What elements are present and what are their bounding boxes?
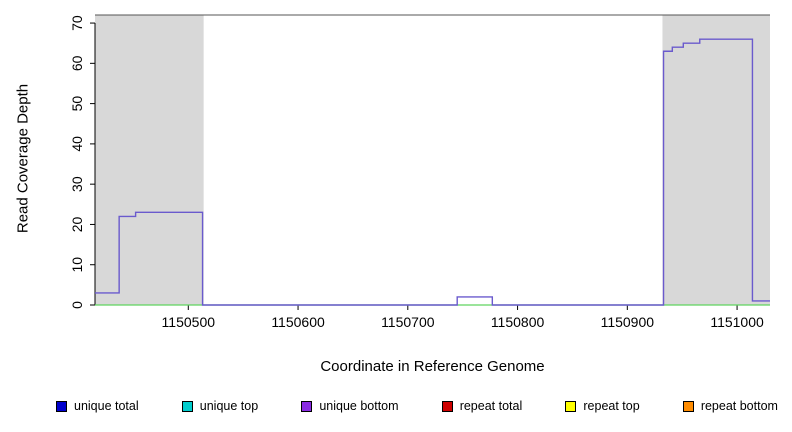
x-tick-label: 1150800 (491, 314, 545, 330)
x-tick-label: 1150700 (381, 314, 435, 330)
x-axis-label: Coordinate in Reference Genome (320, 358, 545, 375)
legend-swatch (441, 400, 453, 412)
legend-item: repeat total (441, 399, 523, 413)
right-repeat-region (662, 15, 770, 305)
legend-swatch (682, 400, 694, 412)
legend: unique total unique top unique bottom repea… (0, 399, 792, 413)
x-tick-label: 1150900 (601, 314, 655, 330)
y-tick-label: 20 (69, 216, 85, 232)
y-tick-label: 10 (69, 257, 85, 273)
legend-item: repeat bottom (682, 399, 778, 413)
y-axis-label: Read Coverage Depth (14, 83, 32, 234)
y-tick-label: 40 (69, 136, 85, 152)
y-tick-label: 50 (69, 96, 85, 112)
legend-item: unique total (56, 399, 139, 413)
legend-swatch (181, 400, 193, 412)
legend-item: repeat top (565, 399, 640, 413)
y-tick-label: 0 (69, 301, 85, 309)
x-tick-label: 1151000 (710, 314, 764, 330)
legend-label: unique top (199, 399, 259, 413)
legend-swatch (301, 400, 313, 412)
legend-swatch (56, 400, 67, 412)
x-tick-label: 1150500 (162, 314, 216, 330)
left-repeat-region (95, 15, 204, 305)
coverage-step-line (95, 38, 770, 306)
legend-label: unique bottom (319, 399, 399, 413)
legend-label: unique total (74, 399, 139, 413)
legend-label: repeat total (459, 399, 523, 413)
y-tick-label: 70 (69, 15, 85, 31)
legend-item: unique top (181, 399, 259, 413)
x-tick-label: 1150600 (271, 314, 325, 330)
y-tick-label: 30 (69, 176, 85, 192)
legend-label: repeat bottom (700, 399, 778, 413)
legend-swatch (565, 400, 577, 412)
legend-item: unique bottom (301, 399, 399, 413)
y-tick-label: 60 (69, 55, 85, 71)
legend-label: repeat top (583, 399, 640, 413)
